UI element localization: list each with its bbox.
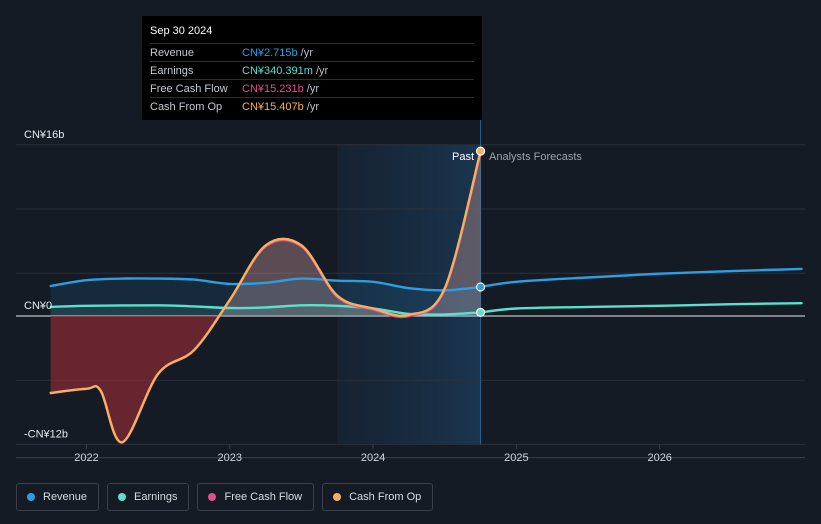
legend-dot-icon <box>208 493 217 501</box>
legend-dot-icon <box>27 493 35 501</box>
tooltip-name: Free Cash Flow <box>150 82 228 95</box>
earnings-area <box>50 305 481 316</box>
legend-item-revenue[interactable]: Revenue <box>16 483 100 511</box>
revenue-forecast-line <box>479 267 803 289</box>
tooltip-value: CN¥15.231b <box>242 82 304 95</box>
legend-label: Free Cash Flow <box>224 491 303 503</box>
legend-item-earnings[interactable]: Earnings <box>107 483 190 511</box>
legend: Revenue Earnings Free Cash Flow Cash Fro… <box>16 483 434 511</box>
earnings-forecast-line <box>479 302 803 314</box>
tooltip-row-revenue: Revenue CN¥2.715b /yr <box>150 43 474 61</box>
tooltip-unit: /yr <box>306 82 320 95</box>
y-axis-labels: CN¥16b CN¥0 -CN¥12b <box>24 129 68 441</box>
tooltip-unit: /yr <box>306 100 320 113</box>
tooltip-name: Cash From Op <box>150 100 223 113</box>
x-tick-label: 2025 <box>504 452 528 464</box>
tooltip-row-earnings: Earnings CN¥340.391m /yr <box>150 61 474 79</box>
series-markers <box>475 146 486 317</box>
tooltip-name: Revenue <box>150 46 195 59</box>
tooltip-value: CN¥15.407b <box>242 100 304 113</box>
tooltip-row-cash-from-op: Cash From Op CN¥15.407b /yr <box>150 97 474 115</box>
legend-item-free-cash-flow[interactable]: Free Cash Flow <box>197 483 315 511</box>
legend-label: Revenue <box>43 491 88 503</box>
tooltip-date: Sep 30 2024 <box>150 25 213 37</box>
series-lines <box>49 149 803 444</box>
earnings-marker <box>475 307 486 317</box>
cash-from-op-marker <box>475 146 486 156</box>
legend-dot-icon <box>333 493 342 501</box>
legend-label: Earnings <box>134 491 178 503</box>
tooltip-row-free-cash-flow: Free Cash Flow CN¥15.231b /yr <box>150 79 474 97</box>
revenue-area <box>50 278 481 316</box>
x-tick-label: 2023 <box>218 452 242 464</box>
past-label: Past <box>452 151 474 163</box>
tooltip-value: CN¥340.391m <box>242 64 313 77</box>
legend-item-cash-from-op[interactable]: Cash From Op <box>322 483 434 511</box>
tooltip-value: CN¥2.715b <box>242 46 298 59</box>
tooltip-unit: /yr <box>315 64 329 77</box>
x-axis-labels: 2022 2023 2024 2025 2026 <box>74 444 672 464</box>
legend-dot-icon <box>118 493 127 501</box>
y-tick-label: CN¥16b <box>24 129 64 141</box>
revenue-line <box>49 277 482 292</box>
negative-area <box>50 316 481 443</box>
revenue-marker <box>475 282 486 292</box>
y-tick-label: CN¥0 <box>24 300 52 312</box>
x-tick-label: 2024 <box>361 452 385 464</box>
x-tick-label: 2026 <box>647 452 671 464</box>
cash-from-op-line <box>49 149 482 444</box>
forecast-label: Analysts Forecasts <box>489 151 582 163</box>
past-highlight <box>337 144 481 445</box>
legend-label: Cash From Op <box>349 491 422 503</box>
tooltip-name: Earnings <box>150 64 194 77</box>
x-tick-label: 2022 <box>74 452 98 464</box>
tooltip-unit: /yr <box>300 46 313 59</box>
tooltip: Sep 30 2024 Revenue CN¥2.715b /yr Earnin… <box>142 16 482 120</box>
y-tick-label: -CN¥12b <box>24 428 68 440</box>
